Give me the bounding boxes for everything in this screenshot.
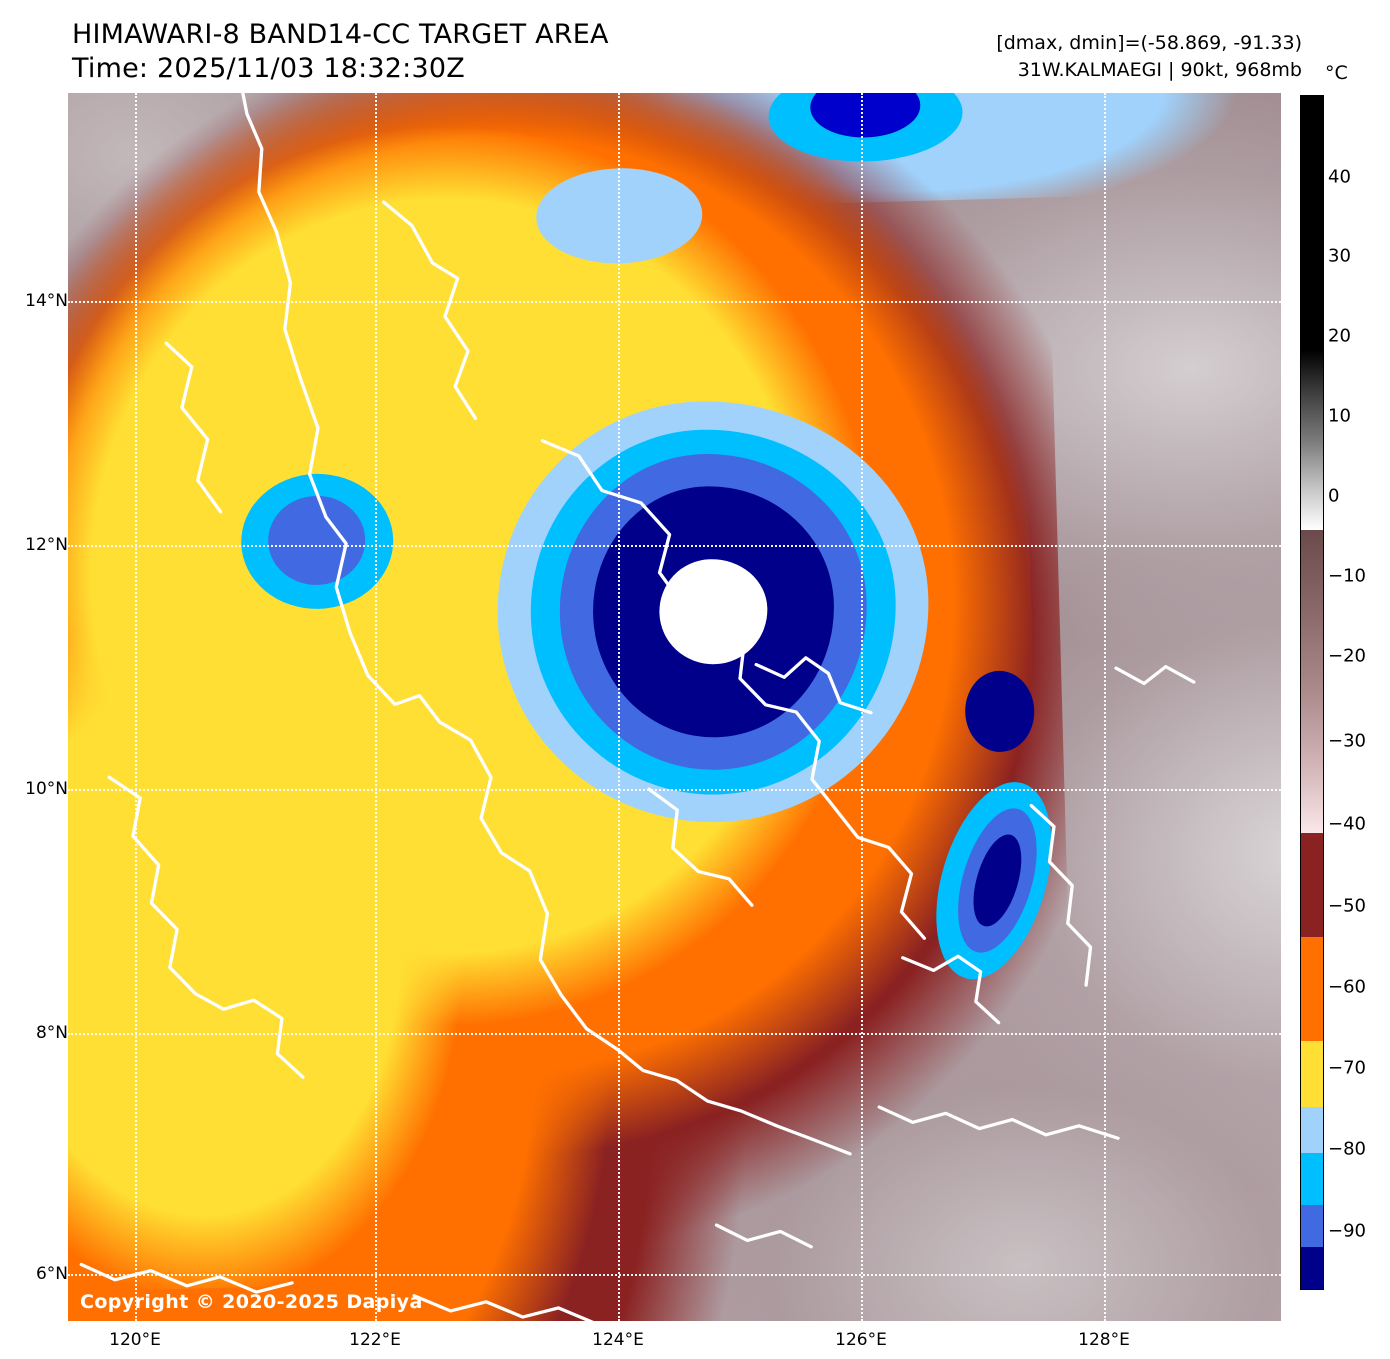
data-range-label: [dmax, dmin]=(-58.869, -91.33)	[996, 32, 1302, 54]
colorbar[interactable]	[1300, 95, 1324, 1290]
metadata-block: [dmax, dmin]=(-58.869, -91.33) 31W.KALMA…	[996, 30, 1302, 84]
colorbar-tick-m50: −50	[1328, 895, 1366, 917]
colorbar-segment-mauve-ramp	[1301, 530, 1323, 833]
copyright-label: Copyright © 2020-2025 Dapiya	[80, 1291, 423, 1313]
colorbar-tick-30: 30	[1328, 245, 1351, 267]
colorbar-tick-m90: −90	[1328, 1220, 1366, 1242]
figure-title-block: HIMAWARI-8 BAND14-CC TARGET AREA Time: 2…	[72, 18, 609, 86]
lon-tick-124e: 124°E	[592, 1330, 644, 1350]
colorbar-segment-black	[1301, 96, 1323, 350]
colorbar-tick-10: 10	[1328, 405, 1351, 427]
colorbar-unit-label: °C	[1325, 62, 1348, 84]
colorbar-segment-orange	[1301, 937, 1323, 1041]
page-title: HIMAWARI-8 BAND14-CC TARGET AREA	[72, 19, 609, 50]
colorbar-segment-navy	[1301, 1247, 1323, 1289]
colorbar-tick-20: 20	[1328, 325, 1351, 347]
colorbar-segment-cyan	[1301, 1153, 1323, 1205]
storm-info-label: 31W.KALMAEGI | 90kt, 968mb	[1017, 59, 1302, 81]
colorbar-tick-m30: −30	[1328, 730, 1366, 752]
colorbar-tick-m40: −40	[1328, 813, 1366, 835]
timestamp-line: Time: 2025/11/03 18:32:30Z	[72, 53, 465, 84]
colorbar-tick-40: 40	[1328, 166, 1351, 188]
colorbar-tick-m60: −60	[1328, 976, 1366, 998]
lat-tick-8n: 8°N	[35, 1023, 68, 1043]
lon-tick-122e: 122°E	[349, 1330, 401, 1350]
lat-tick-12n: 12°N	[25, 535, 68, 555]
colorbar-segment-yellow	[1301, 1041, 1323, 1107]
infrared-raster	[68, 93, 1281, 1321]
colorbar-segment-royalblue	[1301, 1205, 1323, 1247]
colorbar-tick-0: 0	[1328, 485, 1340, 507]
satellite-map[interactable]: Copyright © 2020-2025 Dapiya	[68, 93, 1281, 1321]
lat-tick-6n: 6°N	[35, 1264, 68, 1284]
lat-tick-14n: 14°N	[25, 291, 68, 311]
colorbar-tick-m70: −70	[1328, 1057, 1366, 1079]
colorbar-tick-m20: −20	[1328, 645, 1366, 667]
coastline-overlay	[68, 93, 1281, 1321]
colorbar-segment-lightblue	[1301, 1107, 1323, 1153]
lat-tick-10n: 10°N	[25, 779, 68, 799]
lon-tick-120e: 120°E	[109, 1330, 161, 1350]
colorbar-tick-m10: −10	[1328, 565, 1366, 587]
map-inner: Copyright © 2020-2025 Dapiya	[68, 93, 1281, 1321]
lon-tick-128e: 128°E	[1078, 1330, 1130, 1350]
lon-tick-126e: 126°E	[835, 1330, 887, 1350]
colorbar-segment-darkred	[1301, 833, 1323, 937]
colorbar-tick-m80: −80	[1328, 1138, 1366, 1160]
colorbar-segment-gray-ramp	[1301, 350, 1323, 530]
